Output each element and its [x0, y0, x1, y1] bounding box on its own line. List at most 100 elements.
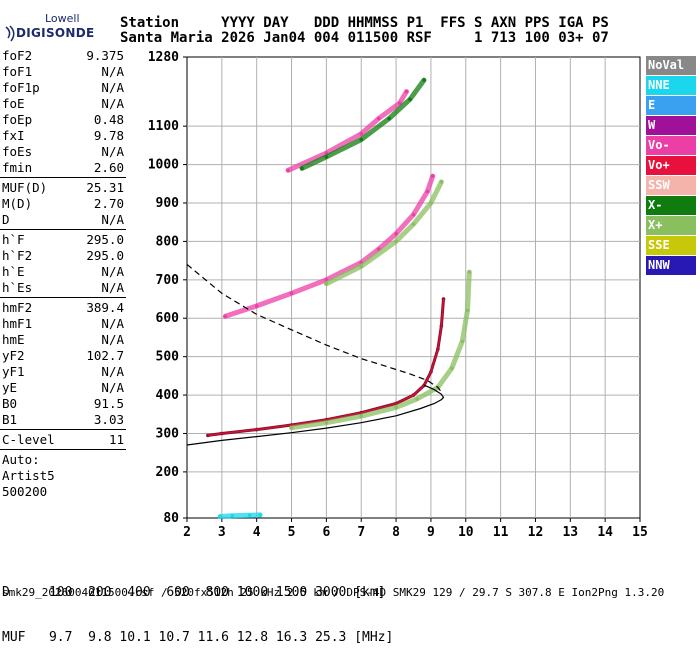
trace-point	[206, 433, 210, 438]
param-row: h`E N/A	[0, 264, 128, 280]
param-value: 9.78	[93, 128, 124, 143]
trace-point	[230, 513, 235, 518]
param-name: yE	[2, 380, 18, 395]
ionogram-chart: 2 3 4 5 6 7 8 9 10 11 12 13 14 15 80 200 300 400 500 600 700…	[148, 50, 648, 540]
param-row: yE N/A	[0, 380, 128, 396]
param-value: 91.5	[93, 396, 124, 411]
y-tick-label: 300	[156, 426, 180, 441]
trace-point	[411, 212, 416, 217]
true-height-profile	[186, 384, 445, 446]
param-value: N/A	[101, 364, 124, 379]
auto-scaling-line3: 500200	[2, 484, 48, 499]
param-name: hmF2	[2, 300, 33, 315]
trace-point	[324, 420, 329, 425]
trace-1	[289, 269, 472, 431]
trace-overlay	[207, 298, 445, 436]
param-row: fxI 9.78	[0, 128, 128, 144]
trace-point	[223, 314, 228, 319]
trace-point	[376, 247, 381, 251]
legend-item-vo: Vo-	[646, 136, 696, 155]
trace-point	[450, 366, 454, 371]
param-row: D N/A	[0, 212, 128, 228]
y-tick-label: 1280	[148, 50, 179, 65]
trace-point	[324, 281, 329, 286]
header-values: Santa Maria 2026 Jan04 004 011500 RSF 1 …	[120, 30, 609, 46]
x-tick-label: 14	[597, 525, 613, 540]
trace-point	[429, 201, 433, 205]
trace-point	[415, 397, 419, 401]
trace-point	[387, 116, 391, 121]
param-row: yF2 102.7	[0, 348, 128, 364]
param-value: 102.7	[86, 348, 124, 363]
y-tick-label: 500	[156, 350, 180, 365]
param-value: 2.60	[93, 160, 124, 175]
param-separator	[0, 449, 126, 450]
param-separator	[0, 229, 126, 230]
parameter-panel: foF2 9.375 foF1 N/A foF1p N/A foE N/A foEp 0.48 fx…	[0, 48, 128, 500]
param-value: N/A	[101, 280, 124, 295]
distance-muf-table: D 100 200 400 600 800 1000 1500 3000 [km…	[2, 555, 393, 660]
param-name: foF1	[2, 64, 33, 79]
param-row: foEs N/A	[0, 144, 128, 160]
trace-point	[218, 514, 222, 519]
muf-row: MUF 9.7 9.8 10.1 10.7 11.6 12.8 16.3 25.…	[2, 630, 394, 645]
trace-point	[422, 78, 426, 82]
trace-point	[289, 425, 294, 430]
dashed-curve	[186, 263, 442, 393]
param-name: fxI	[2, 128, 25, 143]
param-name: M(D)	[2, 196, 33, 211]
param-row: h`F 295.0	[0, 232, 128, 248]
param-separator	[0, 297, 126, 298]
legend-item-vo: Vo+	[646, 156, 696, 175]
param-name: foF1p	[2, 80, 40, 95]
param-row: h`F2 295.0	[0, 248, 128, 264]
param-value: 2.70	[93, 196, 124, 211]
x-tick-label: 13	[562, 525, 578, 540]
param-value: N/A	[101, 380, 124, 395]
trace-point	[359, 137, 364, 142]
param-row: B0 91.5	[0, 396, 128, 412]
param-name: h`F2	[2, 248, 33, 263]
logo-wave-icon	[5, 25, 15, 42]
trace-point	[254, 304, 259, 308]
trace-3	[323, 179, 444, 287]
y-tick-label: 900	[156, 196, 180, 211]
legend-item-w: W	[646, 116, 696, 135]
param-name: foE	[2, 96, 25, 111]
trace-point	[408, 97, 412, 102]
param-separator	[0, 429, 126, 430]
trace-point	[359, 414, 364, 419]
param-value: N/A	[101, 80, 124, 95]
x-tick-label: 5	[288, 525, 296, 540]
x-tick-label: 9	[427, 525, 435, 540]
y-tick-label: 800	[156, 234, 180, 249]
legend-item-noval: NoVal	[646, 56, 696, 75]
auto-scaling-line2: Artist5	[2, 468, 55, 483]
x-tick-label: 3	[218, 525, 226, 540]
param-name: yF1	[2, 364, 25, 379]
trace-point	[359, 264, 364, 269]
trace-point	[460, 339, 465, 344]
param-name: B0	[2, 396, 18, 411]
trace-point	[258, 513, 263, 517]
trace-point	[465, 308, 470, 313]
auto-scaling-line1: Auto:	[2, 452, 40, 467]
lowell-digisonde-logo: Lowell DIGISONDE	[4, 10, 94, 44]
param-value: 11	[108, 432, 124, 447]
trace-6	[217, 512, 263, 519]
plot-frame	[186, 56, 641, 519]
trace-point	[425, 189, 430, 194]
param-row: foE N/A	[0, 96, 128, 112]
param-row: hmF1 N/A	[0, 316, 128, 332]
param-row: C-level 11	[0, 432, 128, 448]
param-name: C-level	[2, 432, 55, 447]
param-name: fmin	[2, 160, 33, 175]
trace-point	[289, 291, 294, 296]
param-row: B1 3.03	[0, 412, 128, 428]
param-row: foF1 N/A	[0, 64, 128, 80]
param-name: hmF1	[2, 316, 33, 331]
x-tick-label: 2	[183, 525, 191, 540]
trace-4	[285, 89, 409, 173]
param-name: foF2	[2, 48, 33, 63]
header-column-labels: Station YYYY DAY DDD HHMMSS P1 FFS S AXN…	[120, 15, 609, 31]
